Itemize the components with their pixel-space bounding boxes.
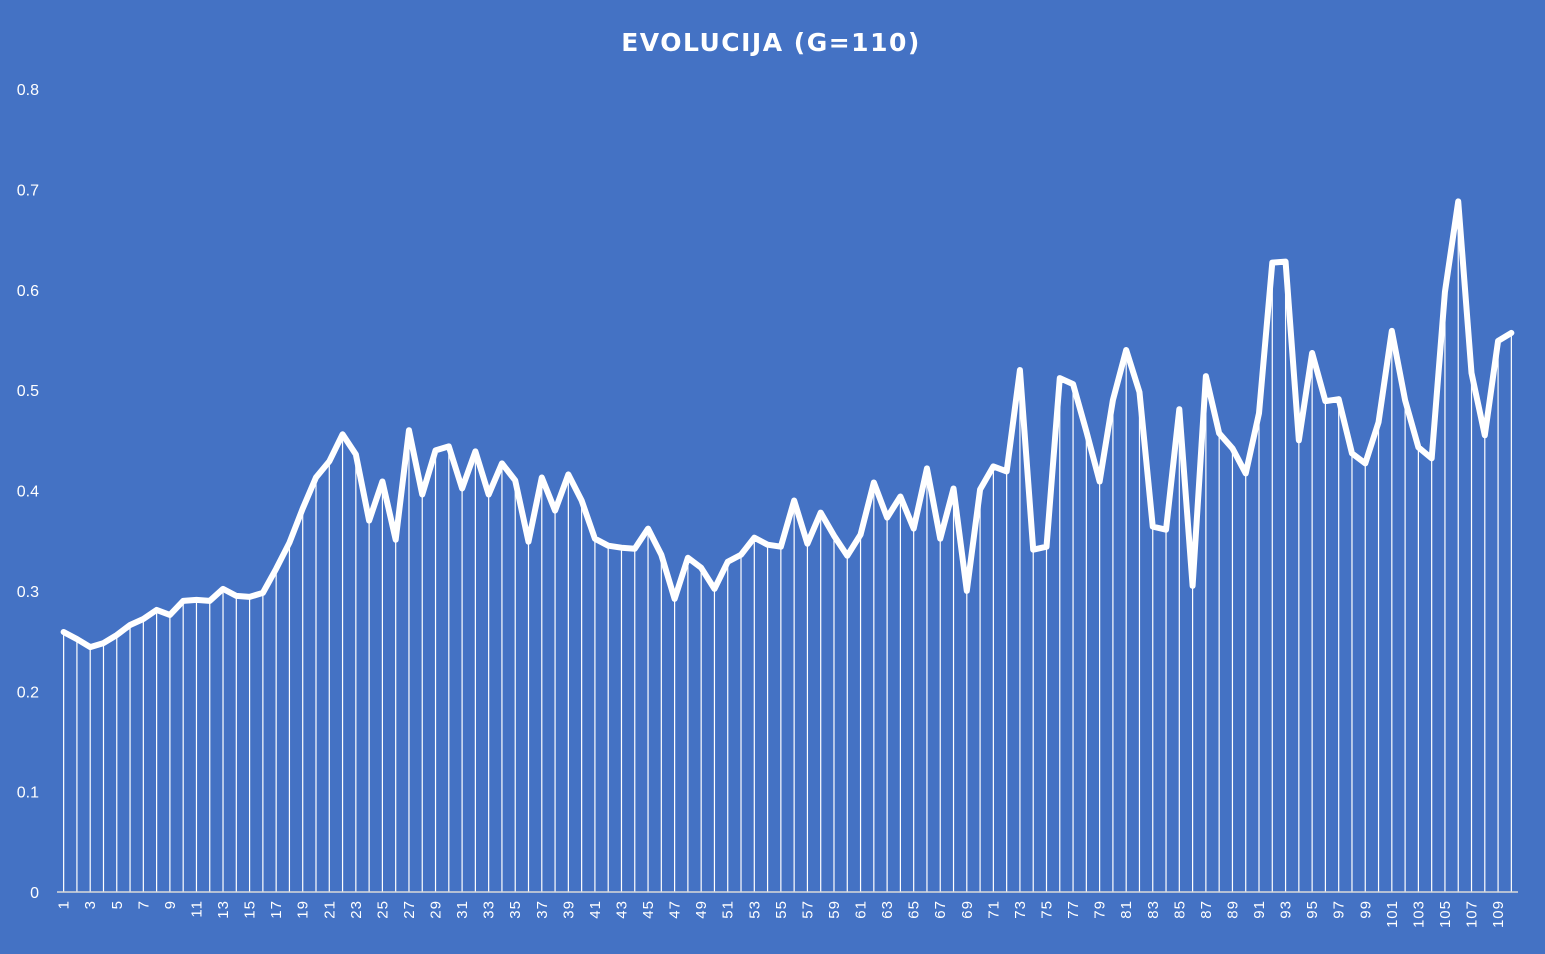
x-tick-label: 71 bbox=[985, 900, 1002, 919]
y-tick-label: 0.5 bbox=[17, 383, 39, 400]
x-tick-label: 107 bbox=[1464, 900, 1481, 928]
x-tick-label: 75 bbox=[1038, 900, 1055, 919]
x-tick-label: 81 bbox=[1118, 900, 1135, 919]
y-tick-label: 0.8 bbox=[17, 82, 39, 99]
x-tick-label: 23 bbox=[348, 900, 365, 919]
x-tick-label: 19 bbox=[295, 900, 312, 919]
x-tick-label: 29 bbox=[428, 900, 445, 919]
x-tick-label: 5 bbox=[109, 900, 126, 909]
x-tick-label: 67 bbox=[932, 900, 949, 919]
x-tick-label: 93 bbox=[1278, 900, 1295, 919]
x-tick-label: 59 bbox=[826, 900, 843, 919]
x-tick-label: 85 bbox=[1171, 900, 1188, 919]
x-tick-label: 63 bbox=[879, 900, 896, 919]
y-axis-tick-labels: 0 0.1 0.2 0.3 0.4 0.5 0.6 0.7 0.8 bbox=[17, 82, 39, 902]
x-tick-label: 99 bbox=[1357, 900, 1374, 919]
y-tick-label: 0.6 bbox=[17, 283, 39, 300]
x-tick-label: 97 bbox=[1331, 900, 1348, 919]
series-line bbox=[60, 198, 1515, 651]
y-tick-label: 0 bbox=[30, 885, 39, 902]
x-tick-label: 25 bbox=[374, 900, 391, 919]
x-tick-label: 15 bbox=[242, 900, 259, 919]
x-tick-label: 9 bbox=[162, 900, 179, 909]
x-tick-label: 69 bbox=[959, 900, 976, 919]
x-tick-label: 45 bbox=[640, 900, 657, 919]
x-tick-label: 31 bbox=[454, 900, 471, 919]
chart-title: EVOLUCIJA (G=110) bbox=[621, 28, 921, 57]
x-tick-label: 27 bbox=[401, 900, 418, 919]
y-tick-label: 0.7 bbox=[17, 182, 39, 199]
x-tick-label: 47 bbox=[667, 900, 684, 919]
x-tick-label: 61 bbox=[853, 900, 870, 919]
x-tick-label: 35 bbox=[507, 900, 524, 919]
x-tick-label: 7 bbox=[135, 900, 152, 909]
x-tick-label: 49 bbox=[693, 900, 710, 919]
x-tick-label: 3 bbox=[82, 900, 99, 909]
x-tick-label: 13 bbox=[215, 900, 232, 919]
x-tick-label: 53 bbox=[746, 900, 763, 919]
x-tick-label: 103 bbox=[1410, 900, 1427, 928]
x-tick-label: 91 bbox=[1251, 900, 1268, 919]
x-axis-tick-labels: 1 3 5 7 9 11 13 15 17 19 21 23 25 27 29 31 33 35 37 39 41 43 4… bbox=[56, 900, 1507, 928]
x-tick-label: 1 bbox=[56, 900, 73, 909]
x-tick-label: 87 bbox=[1198, 900, 1215, 919]
x-tick-label: 83 bbox=[1145, 900, 1162, 919]
x-tick-label: 43 bbox=[613, 900, 630, 919]
x-tick-label: 109 bbox=[1490, 900, 1507, 928]
x-tick-label: 65 bbox=[906, 900, 923, 919]
x-tick-label: 95 bbox=[1304, 900, 1321, 919]
x-tick-label: 101 bbox=[1384, 900, 1401, 928]
x-tick-label: 11 bbox=[188, 900, 205, 918]
x-tick-label: 57 bbox=[799, 900, 816, 919]
drop-lines bbox=[63, 201, 1512, 892]
y-tick-label: 0.2 bbox=[17, 684, 39, 701]
x-tick-label: 77 bbox=[1065, 900, 1082, 919]
y-tick-label: 0.3 bbox=[17, 584, 39, 601]
x-tick-label: 73 bbox=[1012, 900, 1029, 919]
y-tick-label: 0.4 bbox=[17, 484, 39, 501]
x-tick-label: 105 bbox=[1437, 900, 1454, 928]
x-tick-label: 37 bbox=[534, 900, 551, 919]
x-tick-label: 39 bbox=[560, 900, 577, 919]
y-tick-label: 0.1 bbox=[17, 785, 39, 802]
x-tick-label: 41 bbox=[587, 900, 604, 919]
x-tick-label: 89 bbox=[1224, 900, 1241, 919]
x-tick-label: 17 bbox=[268, 900, 285, 919]
x-tick-label: 55 bbox=[773, 900, 790, 919]
x-tick-label: 51 bbox=[720, 900, 737, 919]
x-tick-label: 21 bbox=[321, 900, 338, 919]
x-tick-label: 79 bbox=[1092, 900, 1109, 919]
x-tick-label: 33 bbox=[481, 900, 498, 919]
